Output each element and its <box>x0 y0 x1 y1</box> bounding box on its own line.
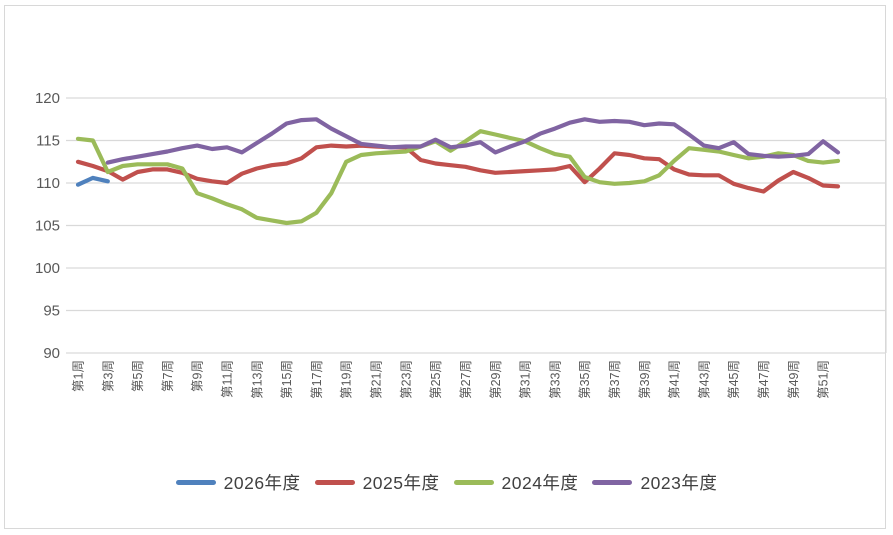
svg-text:115: 115 <box>36 133 60 150</box>
svg-text:第13周: 第13周 <box>250 360 264 399</box>
svg-text:第7周: 第7周 <box>161 360 175 392</box>
legend-swatch-2023 <box>592 480 633 485</box>
svg-text:第25周: 第25周 <box>429 360 443 399</box>
svg-text:第49周: 第49周 <box>787 360 801 399</box>
svg-text:第27周: 第27周 <box>459 360 473 399</box>
legend-label-2023: 2023年度 <box>640 473 718 493</box>
svg-text:第45周: 第45周 <box>727 360 741 399</box>
svg-text:第3周: 第3周 <box>101 360 115 392</box>
svg-text:第23周: 第23周 <box>399 360 413 399</box>
svg-text:第37周: 第37周 <box>608 360 622 399</box>
svg-text:100: 100 <box>35 260 60 277</box>
legend-label-2026: 2026年度 <box>223 473 301 493</box>
svg-text:第51周: 第51周 <box>817 360 831 399</box>
svg-text:第1周: 第1周 <box>72 360 86 392</box>
legend-label-2025: 2025年度 <box>362 473 440 493</box>
legend-swatch-2024 <box>453 480 494 485</box>
svg-text:第21周: 第21周 <box>370 360 384 399</box>
svg-text:第15周: 第15周 <box>280 360 294 399</box>
svg-text:105: 105 <box>35 218 60 235</box>
svg-text:第19周: 第19周 <box>340 360 354 399</box>
svg-text:第41周: 第41周 <box>668 360 682 399</box>
svg-text:第9周: 第9周 <box>191 360 205 392</box>
legend-item-2023: 2023年度 <box>592 470 717 495</box>
svg-text:第35周: 第35周 <box>578 360 592 399</box>
svg-text:第17周: 第17周 <box>310 360 324 399</box>
legend-item-2026: 2026年度 <box>175 470 301 495</box>
svg-text:95: 95 <box>43 303 60 320</box>
legend-swatch-2025 <box>314 480 355 485</box>
svg-text:第31周: 第31周 <box>519 360 533 399</box>
svg-text:第29周: 第29周 <box>489 360 503 399</box>
legend-swatch-2026 <box>175 480 216 485</box>
svg-text:第33周: 第33周 <box>548 360 562 399</box>
legend-item-2024: 2024年度 <box>453 470 579 495</box>
svg-text:90: 90 <box>43 345 60 362</box>
svg-text:110: 110 <box>36 175 60 192</box>
legend-item-2025: 2025年度 <box>314 470 440 495</box>
svg-text:第47周: 第47周 <box>757 360 771 399</box>
svg-text:第43周: 第43周 <box>697 360 711 399</box>
svg-text:第5周: 第5周 <box>131 360 145 392</box>
chart-legend: 2026年度 2025年度 2024年度 2023年度 <box>0 470 893 495</box>
svg-text:第39周: 第39周 <box>638 360 652 399</box>
svg-text:120: 120 <box>35 90 60 107</box>
legend-label-2024: 2024年度 <box>501 473 579 493</box>
svg-text:第11周: 第11周 <box>221 360 235 398</box>
line-chart: 90 95 100 105 110 115 120 第1周 第3周 第5周 第7周 第9周 第11周 第1… <box>35 90 887 399</box>
